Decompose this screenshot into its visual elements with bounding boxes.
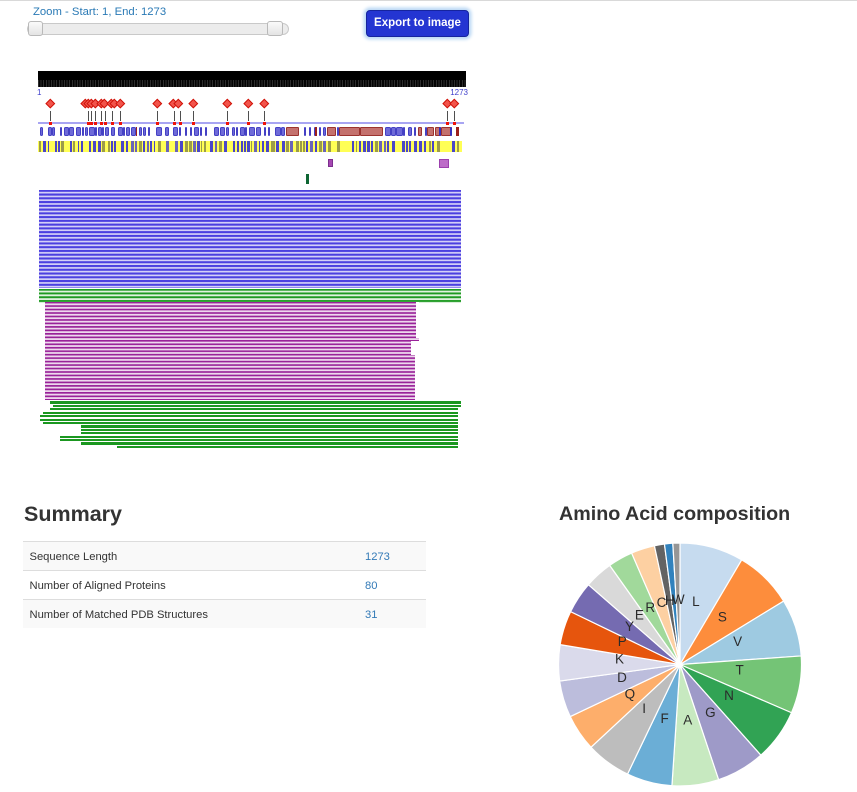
svg-text:W: W <box>672 592 685 607</box>
svg-text:I: I <box>642 701 646 716</box>
svg-text:G: G <box>705 705 716 720</box>
svg-text:D: D <box>617 670 627 685</box>
svg-text:Y: Y <box>625 619 634 634</box>
svg-text:N: N <box>724 688 734 703</box>
svg-text:T: T <box>735 663 743 678</box>
svg-text:R: R <box>645 600 655 615</box>
svg-text:F: F <box>660 711 668 726</box>
svg-text:V: V <box>733 634 742 649</box>
svg-text:E: E <box>635 608 644 623</box>
svg-text:K: K <box>615 652 624 667</box>
svg-text:S: S <box>718 609 727 624</box>
svg-text:P: P <box>618 634 627 649</box>
svg-text:H: H <box>665 593 675 608</box>
svg-text:Q: Q <box>625 687 636 702</box>
svg-text:C: C <box>657 595 667 610</box>
svg-text:A: A <box>683 713 692 728</box>
svg-text:L: L <box>692 594 700 609</box>
